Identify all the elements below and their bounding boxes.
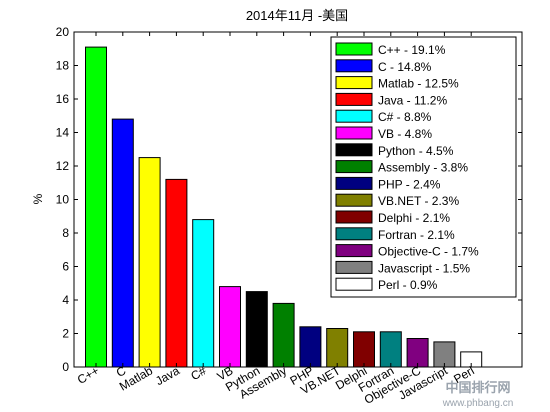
y-tick-label: 12 <box>56 159 70 173</box>
y-tick-label: 18 <box>56 59 70 73</box>
y-tick-label: 10 <box>56 193 70 207</box>
watermark-site-name: 中国排行网 <box>445 380 510 395</box>
bar-c- <box>85 46 107 368</box>
legend-entry: Fortran - 2.1% <box>378 228 455 242</box>
bar-objective-c <box>406 338 429 368</box>
legend-entry: Python - 4.5% <box>378 144 454 158</box>
y-tick-label: 2 <box>62 327 69 341</box>
legend-entry: VB - 4.8% <box>378 127 432 141</box>
y-tick-label: 14 <box>56 126 70 140</box>
legend-entry: C# - 8.8% <box>378 110 432 124</box>
bar-java <box>165 178 188 368</box>
legend-entry: VB.NET - 2.3% <box>378 194 459 208</box>
legend-swatch <box>335 109 373 123</box>
legend-entry: Delphi - 2.1% <box>378 211 450 225</box>
legend-swatch <box>335 244 373 258</box>
y-tick-label: 20 <box>56 25 70 39</box>
y-tick-label: 6 <box>62 260 69 274</box>
bar-fortran <box>379 331 402 368</box>
legend-swatch <box>335 92 373 106</box>
legend-swatch <box>335 160 373 174</box>
bar-matlab <box>138 157 161 368</box>
bars-layer <box>85 46 483 368</box>
legend-swatch <box>335 76 373 90</box>
bar-python <box>245 291 268 368</box>
legend-swatch <box>335 277 373 291</box>
bar-c <box>111 118 134 368</box>
legend-entry: Matlab - 12.5% <box>378 77 459 91</box>
bar-vb-net <box>326 328 349 368</box>
bar-assembly <box>272 302 295 368</box>
legend-entry: Objective-C - 1.7% <box>378 245 479 259</box>
legend-swatch <box>335 143 373 157</box>
legend-entry: PHP - 2.4% <box>378 177 441 191</box>
category-label: C# <box>188 363 209 383</box>
legend-swatch <box>335 59 373 73</box>
watermark-url: www.phbang.cn <box>442 398 514 409</box>
legend-entry: Assembly - 3.8% <box>378 161 468 175</box>
legend-entry: Javascript - 1.5% <box>378 261 470 275</box>
bar-vb <box>219 286 241 368</box>
legend-swatch <box>335 176 373 190</box>
legend-entry: C - 14.8% <box>378 60 432 74</box>
y-tick-label: 8 <box>62 226 69 240</box>
legend-swatch <box>335 227 373 241</box>
legend-entry: Java - 11.2% <box>378 93 447 107</box>
legend-swatch <box>335 260 373 274</box>
legend: C++ - 19.1% C - 14.8% Matlab - 12.5% Java -… <box>330 36 517 298</box>
axis-ticks: 0 2 4 6 8 10 12 14 16 18 20 <box>56 25 522 374</box>
y-tick-label: 16 <box>56 92 70 106</box>
y-axis-label: % <box>31 193 45 204</box>
legend-entry: C++ - 19.1% <box>378 43 446 57</box>
legend-swatch <box>335 193 373 207</box>
y-tick-label: 4 <box>62 293 69 307</box>
bar-php <box>299 326 322 368</box>
legend-entry: Perl - 0.9% <box>378 278 438 292</box>
watermark: 中国排行网 www.phbang.cn <box>442 380 514 409</box>
y-tick-label: 0 <box>62 360 69 374</box>
bar-delphi <box>353 331 375 368</box>
legend-swatch <box>335 42 373 56</box>
bar-c- <box>192 219 215 368</box>
legend-swatch <box>335 210 373 224</box>
legend-swatch <box>335 126 373 140</box>
category-label: VB <box>215 363 236 383</box>
chart-title: 2014年11月 -美国 <box>246 8 348 23</box>
